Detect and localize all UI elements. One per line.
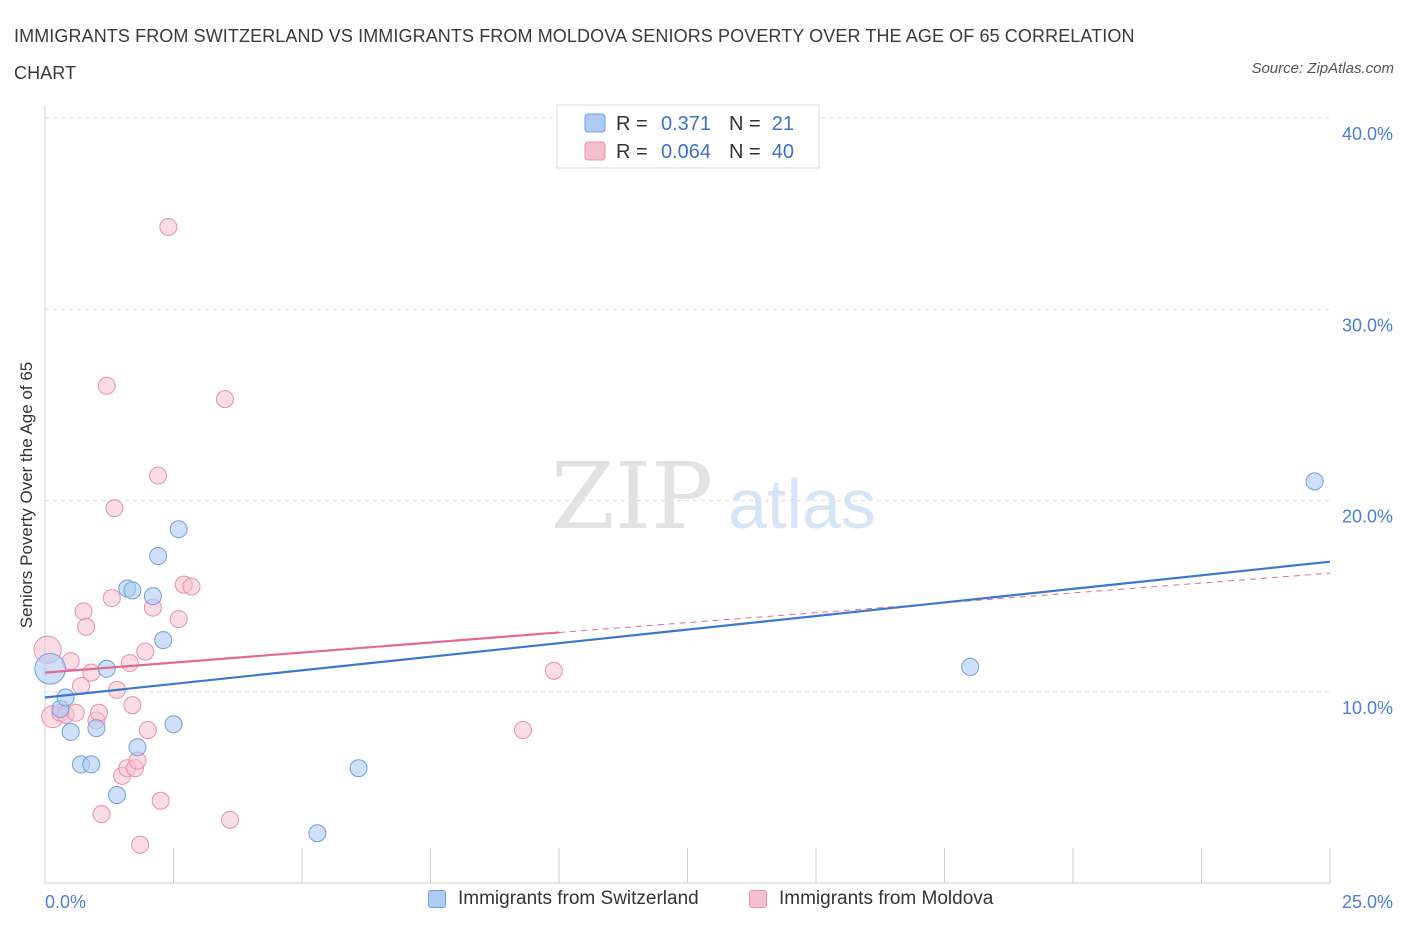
legend-r-label-1: R =: [616, 113, 648, 135]
moldova-point: [138, 721, 157, 739]
moldova-point: [215, 390, 234, 409]
watermark-atlas: atlas: [728, 465, 876, 543]
moldova-point: [123, 696, 142, 715]
moldova-point: [66, 703, 85, 722]
legend-item-moldova: Immigrants from Moldova: [749, 888, 993, 910]
switzerland-point: [149, 546, 168, 565]
legend-swatch-switzerland: [584, 113, 606, 133]
moldova-point: [151, 791, 170, 810]
moldova-point: [105, 499, 124, 518]
moldova-trend-line: [44, 631, 560, 674]
moldova-point: [221, 810, 240, 829]
switzerland-point: [87, 719, 106, 738]
switzerland-point: [123, 581, 142, 600]
grid-lines: [45, 117, 1330, 693]
x-tick-labels: 0.0% 25.0%: [45, 892, 1393, 912]
legend-item-switzerland: Immigrants from Switzerland: [428, 888, 699, 910]
moldova-point: [169, 610, 188, 629]
moldova-point: [136, 642, 155, 661]
switzerland-point: [961, 657, 980, 676]
legend-swatch-switzerland-bottom: [428, 890, 446, 908]
switzerland-point: [34, 653, 66, 685]
moldova-point: [120, 654, 139, 673]
trend-lines: [44, 560, 1331, 699]
moldova-points: [33, 218, 563, 854]
axes: [44, 105, 1331, 884]
switzerland-point: [164, 715, 183, 734]
switzerland-point: [154, 631, 173, 650]
y-tick-label: 20.0%: [1342, 507, 1393, 527]
legend-n-value-2: 40: [772, 141, 794, 163]
moldova-point: [89, 703, 108, 722]
legend-r-value-2: 0.064: [661, 141, 711, 163]
moldova-point: [92, 805, 111, 824]
moldova-point: [102, 589, 121, 608]
switzerland-point: [56, 688, 75, 707]
moldova-point: [74, 602, 93, 621]
y-tick-label: 30.0%: [1342, 315, 1393, 335]
y-tick-labels: 10.0% 20.0% 30.0% 40.0%: [1342, 124, 1393, 718]
switzerland-point: [82, 755, 101, 774]
switzerland-point: [1305, 472, 1324, 491]
legend-label-moldova: Immigrants from Moldova: [779, 888, 994, 909]
legend-n-label-2: N =: [729, 141, 761, 163]
moldova-point: [131, 835, 150, 854]
legend-box: R = 0.371 N = 21 R = 0.064 N = 40: [556, 104, 820, 169]
switzerland-points: [34, 472, 1324, 843]
switzerland-point: [61, 722, 80, 741]
moldova-point: [544, 661, 563, 680]
legend-swatch-moldova: [584, 141, 606, 161]
switzerland-point: [128, 738, 147, 757]
y-tick-label: 40.0%: [1342, 124, 1393, 144]
legend-r-label-2: R =: [616, 141, 648, 163]
moldova-point: [77, 617, 96, 636]
legend-label-switzerland: Immigrants from Switzerland: [458, 888, 699, 909]
switzerland-trend-line: [44, 560, 1331, 699]
bottom-legend: Immigrants from Switzerland Immigrants f…: [0, 888, 1406, 916]
switzerland-point: [107, 786, 126, 805]
moldova-point: [97, 376, 116, 395]
y-tick-label: 10.0%: [1342, 698, 1393, 718]
source-label: Source: ZipAtlas.com: [1251, 60, 1394, 77]
watermark-zip: ZIP: [551, 443, 713, 550]
switzerland-point: [143, 587, 162, 606]
switzerland-point: [169, 520, 188, 539]
legend-n-value-1: 21: [772, 113, 794, 135]
x-tick-label: 0.0%: [45, 892, 86, 912]
x-tick-label: 25.0%: [1342, 892, 1393, 912]
moldova-point: [82, 663, 101, 682]
legend-swatch-moldova-bottom: [749, 890, 767, 908]
legend-n-label-1: N =: [729, 113, 761, 135]
chart-title: IMMIGRANTS FROM SWITZERLAND VS IMMIGRANT…: [14, 26, 1135, 83]
moldova-point: [159, 218, 178, 237]
switzerland-point: [349, 759, 368, 778]
watermark: ZIP atlas: [551, 443, 876, 550]
moldova-point: [182, 577, 201, 596]
switzerland-point: [308, 824, 327, 843]
moldova-point: [149, 466, 168, 485]
legend-r-value-1: 0.371: [661, 113, 711, 135]
moldova-point: [514, 721, 533, 739]
